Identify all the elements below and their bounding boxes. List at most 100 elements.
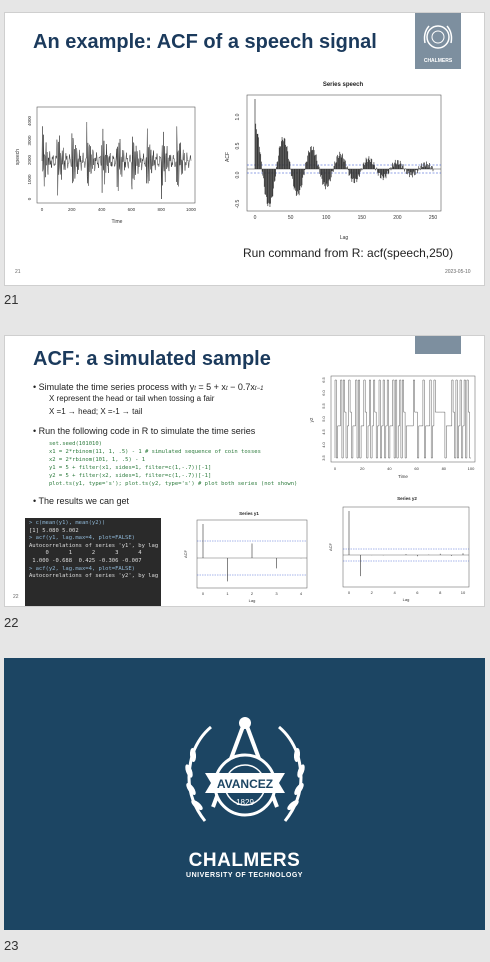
console-line: > c(mean(y1), mean(y2)) xyxy=(29,520,106,526)
ts-ytick: 4000 xyxy=(27,115,32,126)
console-line: 0 1 2 3 4 xyxy=(29,550,142,557)
acf-xlabel: Lag xyxy=(340,235,349,241)
crest-icon xyxy=(423,25,453,49)
ts-ytick: 5.5 xyxy=(321,402,326,408)
ts-ylabel: speech xyxy=(15,149,21,165)
ts-ytick: 1000 xyxy=(27,174,32,185)
acf-xtick: 150 xyxy=(358,215,367,221)
acf-xtick: 2 xyxy=(251,591,254,596)
acf-xtick: 0 xyxy=(254,215,257,221)
acf-xtick: 0 xyxy=(202,591,205,596)
ts-xtick: 20 xyxy=(360,466,365,471)
code-line: y2 = 5 + filter(x2, sides=1, filter=c(1,… xyxy=(49,473,212,479)
acf-xtick: 8 xyxy=(439,590,442,595)
acf-ytick: 0.0 xyxy=(235,171,241,178)
brand-name: CHALMERS xyxy=(188,850,301,871)
acf-ylabel: ACF xyxy=(225,152,231,162)
acf-xtick: 2 xyxy=(371,590,374,595)
slide-title: ACF: a simulated sample xyxy=(33,348,271,370)
ts-xtick: 40 xyxy=(387,466,392,471)
console-line: 1.000 -0.688 0.425 -0.306 -0.007 xyxy=(29,557,142,564)
ts-xtick: 100 xyxy=(468,466,475,471)
r-console-output: > c(mean(y1), mean(y2)) [1] 5.080 5.002 … xyxy=(25,518,161,606)
ts-xtick: 0 xyxy=(41,207,44,212)
console-line: [1] 5.080 5.002 xyxy=(29,527,79,534)
code-line: y1 = 5 + filter(x1, sides=1, filter=c(1,… xyxy=(49,465,212,471)
acf-y2-ylabel: ACF xyxy=(328,542,333,551)
acf-xtick: 3 xyxy=(275,591,278,596)
ts-xtick: 60 xyxy=(414,466,419,471)
console-line: Autocorrelations of series 'y1', by lag xyxy=(29,542,159,549)
footer-date: 2023-05-10 xyxy=(445,269,471,275)
ts-xtick: 200 xyxy=(68,207,76,212)
ts-ytick: 2000 xyxy=(27,154,32,165)
console-line: > acf(y1, lag.max=4, plot=FALSE) xyxy=(29,535,135,542)
code-line: plot.ts(y1, type='s'); plot.ts(y2, type=… xyxy=(49,481,298,487)
acf-ytick: 0.5 xyxy=(235,142,241,149)
ts-ytick: 4.5 xyxy=(321,428,326,434)
acf-xtick: 1 xyxy=(226,591,229,596)
acf-xtick: 4 xyxy=(300,591,303,596)
ts-ytick: 3000 xyxy=(27,135,32,146)
ts-xtick: 1000 xyxy=(186,207,197,212)
chalmers-crest-icon: AVANCEZ 1829 xyxy=(185,717,305,822)
acf-xtick: 6 xyxy=(416,590,419,595)
ts-ytick: 0 xyxy=(27,197,32,200)
slide-number-21: 21 xyxy=(4,292,19,307)
crest-year: 1829 xyxy=(236,798,254,807)
speech-timeseries-plot: 0 1000 2000 3000 4000 0 200 400 600 800 1000 spee… xyxy=(15,106,197,225)
acf-xtick: 200 xyxy=(393,215,402,221)
ts-xtick: 800 xyxy=(157,207,165,212)
bullet-2: • Run the following code in R to simulat… xyxy=(33,426,256,436)
acf-xtick: 10 xyxy=(461,590,466,595)
slide-number-23: 23 xyxy=(4,938,19,953)
slide-22[interactable]: ACF: a simulated sample • Simulate the t… xyxy=(4,335,485,607)
ts-xlabel: Time xyxy=(398,474,408,479)
ts-xtick: 0 xyxy=(334,466,337,471)
y2-timeseries-plot: 3.5 4.0 4.5 5.0 5.5 6.0 6.5 0 20 40 60 80 100 y2 Ti… xyxy=(309,375,476,479)
ts-xtick: 80 xyxy=(442,466,447,471)
bullet-1: • Simulate the time series process with … xyxy=(33,382,264,392)
acf-ytick: -0.5 xyxy=(235,199,241,208)
brand-tagline: UNIVERSITY OF TECHNOLOGY xyxy=(186,872,303,879)
acf-y2-title: Series y2 xyxy=(397,496,417,501)
console-line: Autocorrelations of series 'y2', by lag xyxy=(29,573,159,580)
caption: Run command from R: acf(speech,250) xyxy=(243,246,454,260)
slide-23[interactable]: AVANCEZ 1829 CHALMERS UNIVERSITY OF TECH… xyxy=(4,658,485,930)
ts-ytick: 6.5 xyxy=(321,376,326,382)
slide-21[interactable]: An example: ACF of a speech signal CHALM… xyxy=(4,12,485,286)
acf-xtick: 250 xyxy=(429,215,438,221)
code-line: x2 = 2*rbinom(101, 1, .5) - 1 xyxy=(49,457,146,463)
ts-xtick: 600 xyxy=(128,207,136,212)
sub-bullet-2: X =1 → head; X =-1 → tail xyxy=(49,407,143,416)
acf-xtick: 4 xyxy=(393,590,396,595)
acf-y2-plot: Series y2 0 2 4 6 8 10 ACF Lag xyxy=(328,496,470,602)
ts-ytick: 6.0 xyxy=(321,389,326,395)
bullet-3: • The results we can get xyxy=(33,496,130,506)
ts-ytick: 4.0 xyxy=(321,441,326,447)
ts-xlabel: Time xyxy=(112,219,123,225)
code-line: set.seed(101010) xyxy=(49,441,102,447)
ts-ylabel: y2 xyxy=(309,417,314,422)
acf-y1-ylabel: ACF xyxy=(183,549,188,558)
acf-y1-xlabel: Lag xyxy=(249,598,256,603)
speech-acf-plot: Series speech -0.5 0.0 0.5 1.0 0 50 100 150 200… xyxy=(225,82,442,241)
footer-number: 21 xyxy=(15,269,21,275)
sub-bullet-1: X represent the head or tail when tossin… xyxy=(49,394,215,403)
acf-ytick: 1.0 xyxy=(235,113,241,120)
code-line: x1 = 2*rbinom(11, 1, .5) - 1 # simulated… xyxy=(49,449,261,455)
acf-xtick: 100 xyxy=(322,215,331,221)
ts-ytick: 3.5 xyxy=(321,454,326,460)
chalmers-logo xyxy=(415,336,461,354)
console-line: > acf(y2, lag.max=4, plot=FALSE) xyxy=(29,565,135,572)
chalmers-logo: CHALMERS xyxy=(415,13,461,69)
acf-y1-plot: Series y1 0 1 2 3 4 ACF Lag xyxy=(183,511,308,603)
slide-number-22: 22 xyxy=(4,615,19,630)
acf-y2-xlabel: Lag xyxy=(403,597,410,602)
ts-ytick: 5.0 xyxy=(321,415,326,421)
acf-xtick: 50 xyxy=(288,215,294,221)
acf-xtick: 0 xyxy=(348,590,351,595)
logo-text: CHALMERS xyxy=(423,58,453,64)
acf-title: Series speech xyxy=(323,82,364,88)
slide-title: An example: ACF of a speech signal xyxy=(33,31,377,53)
